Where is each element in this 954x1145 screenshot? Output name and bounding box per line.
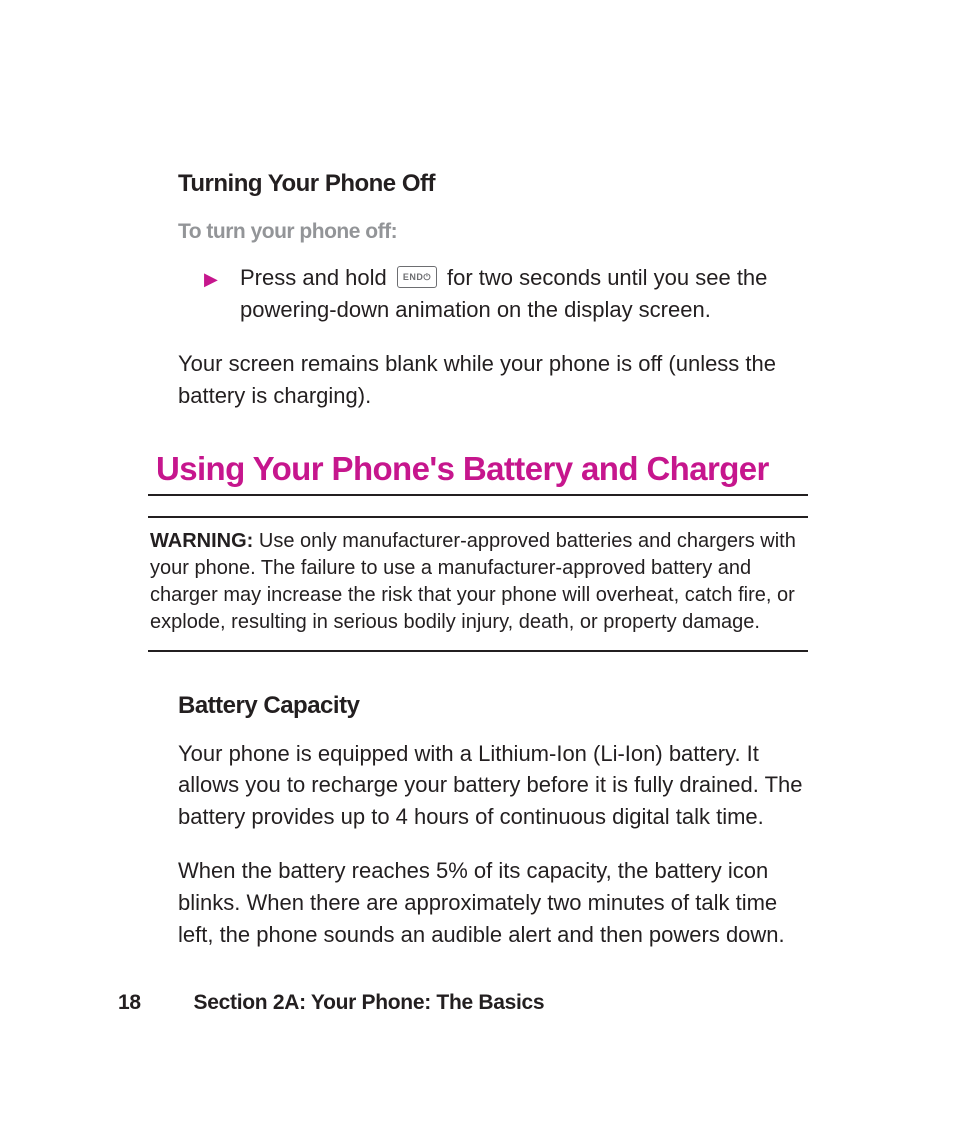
- warning-block: WARNING: Use only manufacturer-approved …: [148, 516, 808, 652]
- end-key-icon: END⏻: [397, 266, 437, 288]
- capacity-paragraph-2: When the battery reaches 5% of its capac…: [178, 855, 808, 951]
- heading-underline: [148, 494, 808, 496]
- page-number: 18: [118, 991, 188, 1015]
- step-press-hold: ▶ Press and hold END⏻ for two seconds un…: [240, 262, 808, 326]
- capacity-paragraph-1: Your phone is equipped with a Lithium-Io…: [178, 738, 808, 834]
- warning-label: WARNING:: [150, 530, 253, 552]
- heading-battery-capacity: Battery Capacity: [178, 692, 808, 720]
- page-content: Turning Your Phone Off To turn your phon…: [148, 170, 808, 951]
- lead-turn-off: To turn your phone off:: [178, 220, 808, 244]
- heading-turning-off: Turning Your Phone Off: [178, 170, 808, 198]
- section-label: Section 2A: Your Phone: The Basics: [194, 991, 545, 1014]
- note-screen-blank: Your screen remains blank while your pho…: [178, 348, 808, 412]
- heading-battery-charger: Using Your Phone's Battery and Charger: [156, 450, 808, 488]
- step-text-before: Press and hold: [240, 265, 393, 290]
- page-footer: 18 Section 2A: Your Phone: The Basics: [118, 991, 544, 1015]
- play-arrow-icon: ▶: [204, 266, 218, 292]
